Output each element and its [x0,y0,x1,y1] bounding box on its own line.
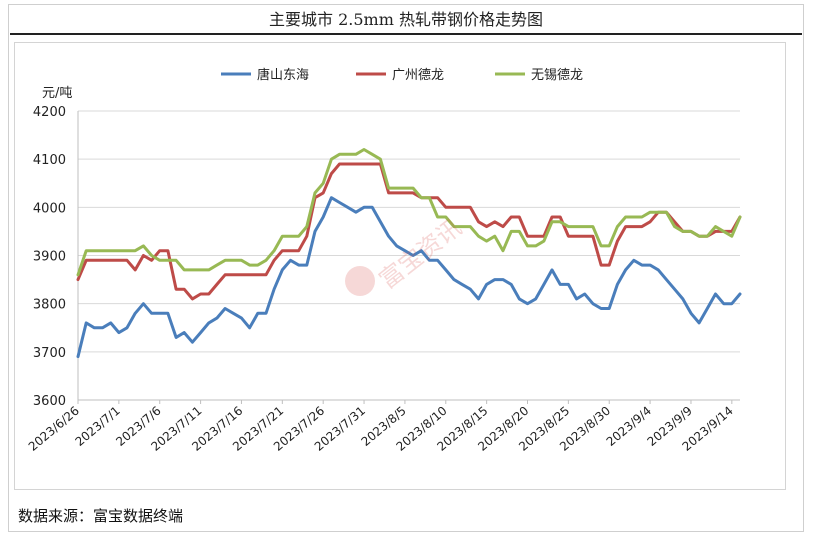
y-tick-label: 3900 [33,250,66,265]
y-tick-label: 4000 [33,201,66,216]
chart-frame [8,4,804,532]
x-tick-label: 2023/9/4 [604,404,654,449]
plot-area-border [14,42,786,490]
source-note: 数据来源：富宝数据终端 [18,507,184,525]
page-title: 主要城市 2.5mm 热轧带钢价格走势图 [269,10,543,29]
legend-label: 无锡德龙 [531,68,583,83]
x-tick-label: 2023/7/1 [72,404,122,449]
y-tick-label: 4100 [33,153,66,168]
y-axis-label: 元/吨 [42,86,72,101]
y-axis: 3600 3700 3800 3900 4000 4100 4200 [33,105,79,409]
y-tick-label: 3700 [33,346,66,361]
watermark: 富宝资讯 [345,213,495,302]
legend: 唐山东海 广州德龙 无锡德龙 [221,67,583,83]
x-axis: 2023/6/262023/7/12023/7/62023/7/112023/7… [26,399,740,454]
y-tick-label: 3600 [33,394,66,409]
y-tick-label: 4200 [33,105,66,120]
title-divider [10,33,802,35]
series-lines [76,148,742,359]
watermark-logo-icon [345,266,375,296]
y-tick-label: 3800 [33,298,66,313]
legend-label: 广州德龙 [392,68,444,83]
series-line-3 [76,148,742,277]
series-line-1 [76,196,742,359]
legend-label: 唐山东海 [257,67,309,83]
x-tick-label: 2023/6/26 [26,404,82,454]
series-line-2 [76,162,742,301]
